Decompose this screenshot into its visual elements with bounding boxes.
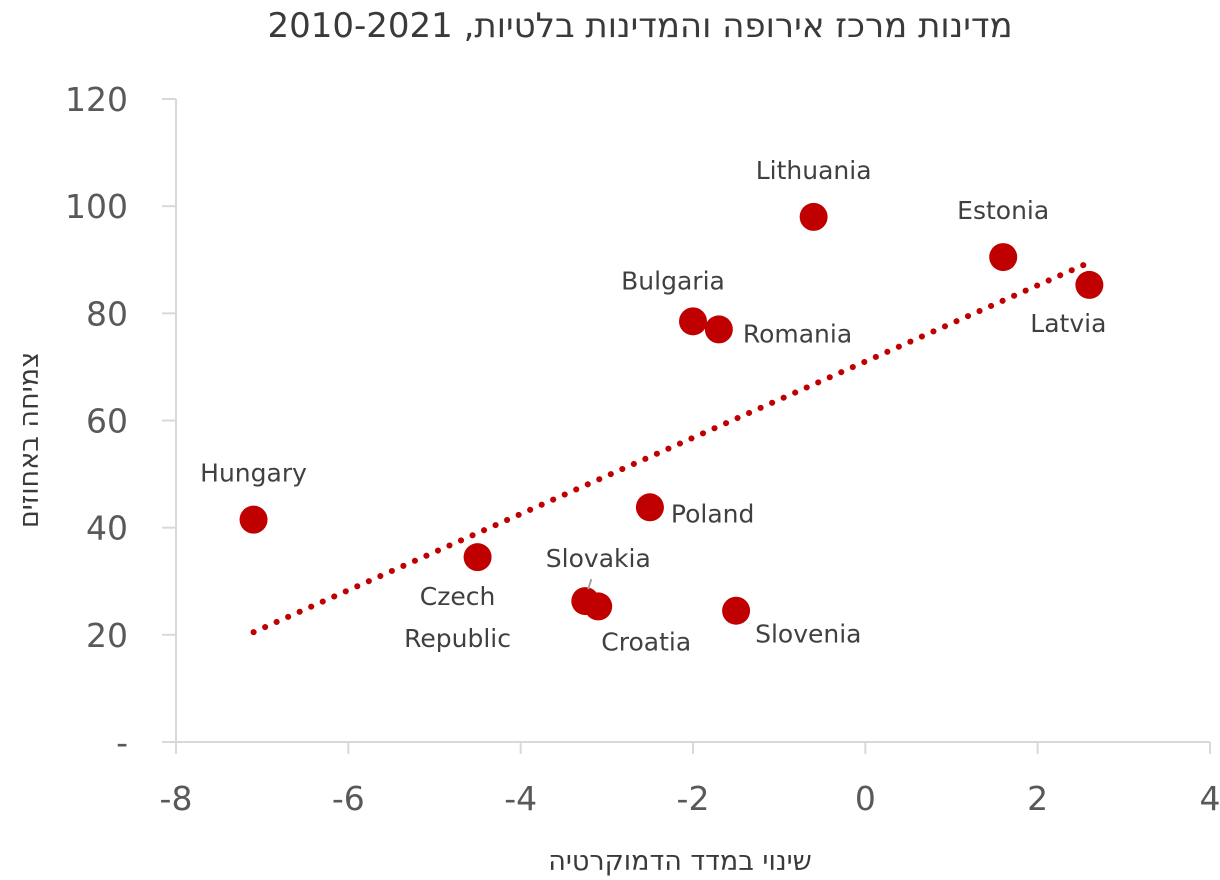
point-label: Poland — [671, 499, 754, 528]
x-tick-label: -2 — [677, 779, 710, 818]
y-tick-label: 60 — [86, 402, 128, 441]
x-tick-label: 2 — [1027, 779, 1048, 818]
point-estonia — [989, 243, 1018, 272]
trendline-dotted — [250, 259, 1093, 636]
point-label: Hungary — [200, 459, 307, 488]
chart-title: מדינות מרכז אירופה והמדינות בלטיות, 2010… — [267, 6, 1013, 46]
point-label: Latvia — [1030, 309, 1106, 338]
point-latvia — [1075, 270, 1104, 299]
y-tick-label: 100 — [65, 187, 128, 226]
point-labels: Hungary Czech Republic Slovakia Croatia Polan… — [200, 156, 1106, 657]
point-slovenia — [722, 596, 751, 625]
point-poland — [635, 493, 664, 522]
point-romania — [704, 315, 733, 344]
x-tick-label: -8 — [160, 779, 193, 818]
point-label: Bulgaria — [621, 266, 725, 295]
y-tick-label: - — [116, 723, 128, 762]
x-tick-label: 0 — [855, 779, 876, 818]
x-tick-label: -6 — [332, 779, 365, 818]
point-croatia — [584, 592, 613, 621]
point-label: Slovakia — [546, 544, 651, 573]
point-label: Slovenia — [755, 620, 861, 649]
point-label: Romania — [743, 319, 852, 348]
data-points — [239, 202, 1104, 625]
y-tick-label: 80 — [86, 294, 128, 333]
point-bulgaria — [679, 307, 707, 336]
point-lithuania — [799, 202, 828, 231]
point-czech-republic — [463, 543, 492, 572]
slovakia-leader-line — [587, 578, 593, 590]
point-label: Croatia — [601, 627, 691, 656]
y-tick-label: 120 — [65, 80, 128, 119]
x-tick-label: 4 — [1200, 779, 1220, 818]
x-axis-label: שינוי במדד הדמוקרטיה — [548, 846, 812, 877]
point-hungary — [239, 505, 268, 534]
point-label: Lithuania — [756, 156, 872, 185]
x-tick-label: -4 — [504, 779, 537, 818]
y-tick-label: 40 — [86, 509, 128, 548]
point-label: Estonia — [957, 196, 1049, 225]
point-label: Czech Republic — [404, 582, 511, 653]
y-axis-label: צמיחה באחוזים — [14, 352, 45, 528]
y-tick-label: 20 — [86, 616, 128, 655]
trendline — [250, 259, 1093, 636]
